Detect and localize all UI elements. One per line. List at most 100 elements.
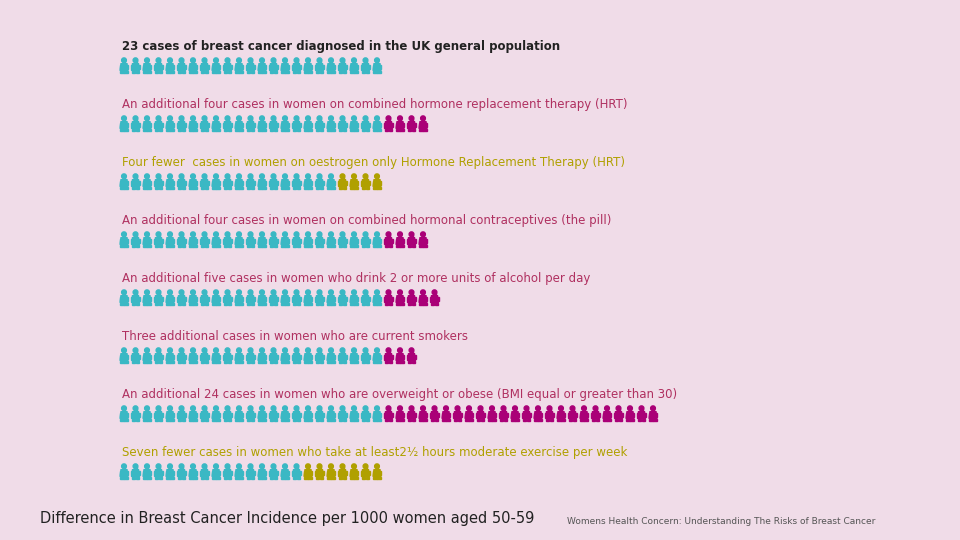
Circle shape — [282, 58, 287, 63]
Polygon shape — [285, 361, 289, 363]
Polygon shape — [166, 361, 170, 363]
Polygon shape — [637, 413, 638, 417]
Polygon shape — [216, 361, 220, 363]
Circle shape — [156, 232, 161, 237]
Circle shape — [501, 406, 506, 410]
Polygon shape — [306, 293, 309, 296]
Polygon shape — [123, 293, 126, 296]
Polygon shape — [303, 355, 305, 359]
Circle shape — [214, 174, 218, 179]
Polygon shape — [155, 238, 162, 245]
Circle shape — [340, 174, 345, 179]
Polygon shape — [392, 123, 393, 127]
Polygon shape — [564, 413, 565, 417]
Polygon shape — [396, 296, 404, 302]
Polygon shape — [262, 71, 266, 73]
Polygon shape — [120, 470, 121, 475]
Polygon shape — [201, 65, 202, 69]
Polygon shape — [132, 122, 139, 129]
Polygon shape — [150, 413, 151, 417]
Circle shape — [133, 116, 138, 120]
Polygon shape — [442, 411, 450, 418]
Polygon shape — [341, 235, 344, 238]
Polygon shape — [193, 302, 197, 305]
Polygon shape — [281, 245, 284, 247]
Polygon shape — [426, 239, 427, 243]
Polygon shape — [346, 413, 347, 417]
Polygon shape — [339, 418, 342, 421]
Polygon shape — [350, 64, 358, 71]
Text: Difference in Breast Cancer Incidence per 1000 women aged 50-59: Difference in Breast Cancer Incidence pe… — [40, 511, 535, 526]
Circle shape — [236, 232, 241, 237]
Polygon shape — [281, 418, 284, 421]
Circle shape — [386, 348, 391, 353]
Polygon shape — [230, 180, 231, 185]
Polygon shape — [364, 62, 367, 64]
Polygon shape — [385, 354, 393, 361]
Polygon shape — [375, 178, 378, 180]
Polygon shape — [288, 470, 289, 475]
Polygon shape — [603, 411, 611, 418]
Polygon shape — [125, 361, 128, 363]
Polygon shape — [350, 238, 358, 245]
Circle shape — [226, 58, 229, 63]
Polygon shape — [166, 65, 167, 69]
Circle shape — [248, 464, 252, 469]
Polygon shape — [420, 302, 422, 305]
Polygon shape — [407, 296, 416, 302]
Polygon shape — [258, 296, 266, 302]
Polygon shape — [308, 245, 312, 247]
Polygon shape — [352, 293, 355, 296]
Polygon shape — [166, 411, 174, 418]
Polygon shape — [224, 123, 225, 127]
Polygon shape — [224, 418, 228, 421]
Polygon shape — [488, 413, 489, 417]
Polygon shape — [166, 418, 170, 421]
Polygon shape — [189, 122, 197, 129]
Circle shape — [351, 232, 356, 237]
Polygon shape — [173, 413, 174, 417]
Polygon shape — [364, 235, 367, 238]
Polygon shape — [293, 476, 296, 479]
Polygon shape — [297, 361, 300, 363]
Polygon shape — [281, 123, 282, 127]
Polygon shape — [276, 470, 277, 475]
Polygon shape — [292, 296, 294, 301]
Circle shape — [156, 116, 161, 120]
Polygon shape — [247, 186, 250, 189]
Polygon shape — [219, 239, 220, 243]
Circle shape — [397, 116, 402, 120]
Circle shape — [145, 348, 150, 353]
Polygon shape — [201, 122, 208, 129]
Polygon shape — [594, 409, 597, 411]
Polygon shape — [380, 123, 381, 127]
Circle shape — [214, 348, 218, 353]
Polygon shape — [184, 355, 185, 359]
Polygon shape — [283, 119, 286, 122]
Polygon shape — [349, 296, 351, 301]
Polygon shape — [148, 476, 151, 479]
Polygon shape — [227, 352, 228, 354]
Polygon shape — [247, 296, 248, 301]
Polygon shape — [412, 245, 415, 247]
Polygon shape — [304, 470, 312, 476]
Polygon shape — [274, 186, 277, 189]
Polygon shape — [120, 64, 128, 71]
Polygon shape — [159, 476, 162, 479]
Polygon shape — [169, 409, 171, 411]
Polygon shape — [541, 413, 542, 417]
Polygon shape — [293, 411, 300, 418]
Circle shape — [203, 406, 206, 410]
Polygon shape — [327, 122, 335, 129]
Polygon shape — [216, 186, 220, 189]
Circle shape — [271, 348, 276, 353]
Circle shape — [122, 290, 127, 295]
Polygon shape — [238, 409, 240, 411]
Circle shape — [271, 464, 276, 469]
Polygon shape — [373, 418, 376, 421]
Polygon shape — [173, 470, 174, 475]
Polygon shape — [138, 470, 140, 475]
Polygon shape — [157, 409, 159, 411]
Polygon shape — [281, 71, 284, 73]
Circle shape — [282, 116, 287, 120]
